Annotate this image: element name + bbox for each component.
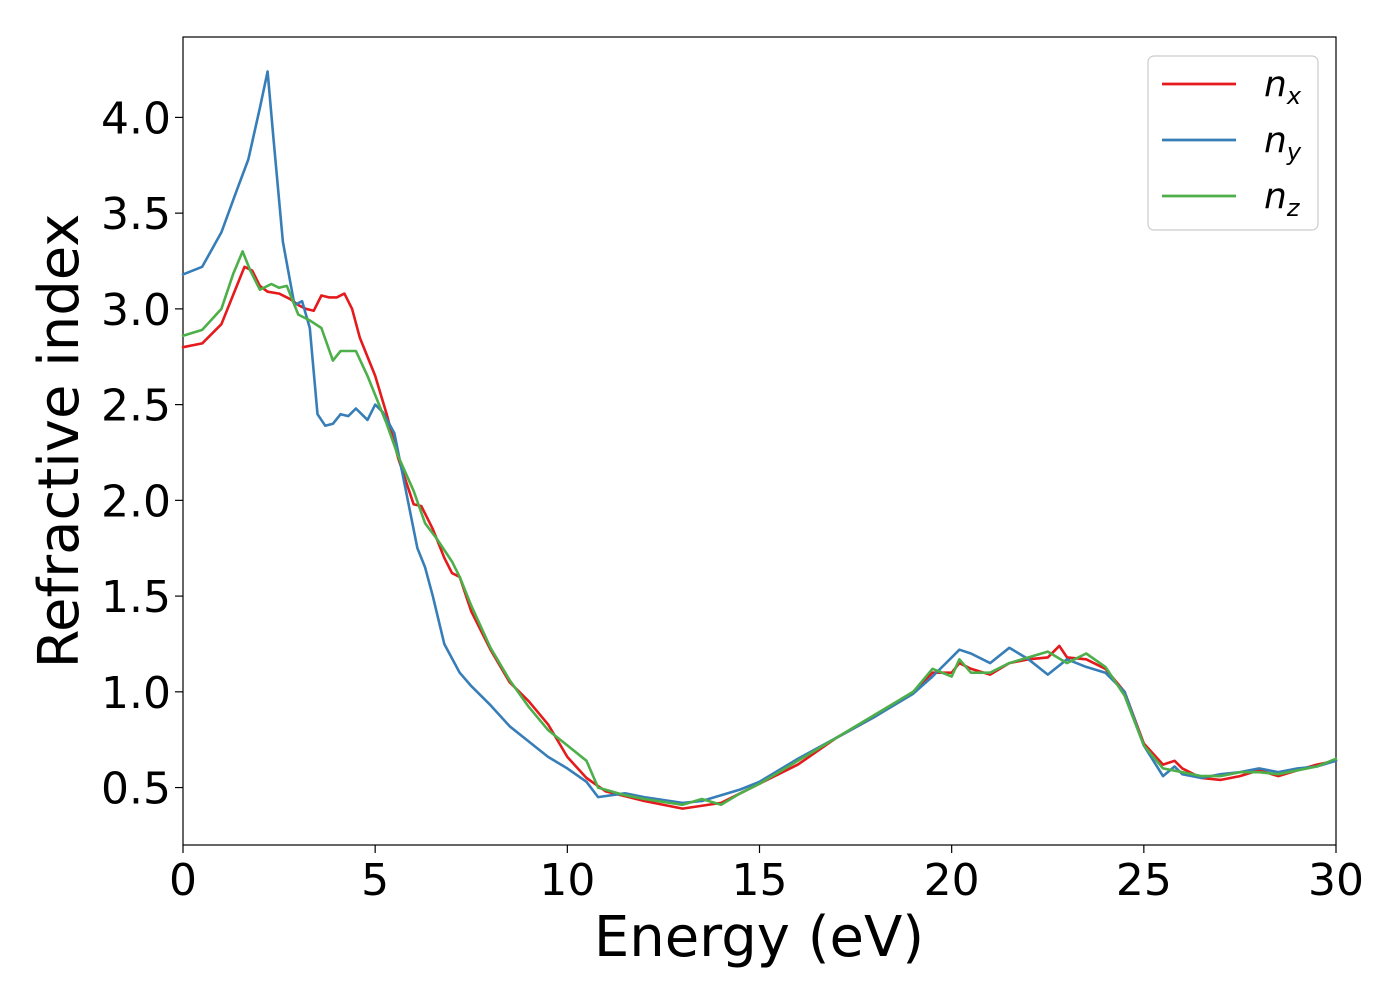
y-tick-label: 4.0 <box>101 93 171 144</box>
x-tick-label: 10 <box>539 855 595 906</box>
x-axis-ticks: 0 5 10 15 20 25 30 <box>169 845 1364 906</box>
series-line-n_x <box>181 265 1338 810</box>
legend-box <box>1147 55 1319 231</box>
x-tick-label: 25 <box>1116 855 1172 906</box>
x-tick-label: 5 <box>361 855 389 906</box>
series-layer <box>181 70 1338 810</box>
y-tick-label: 2.5 <box>101 381 171 432</box>
y-axis-label: Refractive index <box>27 214 92 669</box>
x-axis-label: Energy (eV) <box>594 905 924 970</box>
y-tick-label: 3.5 <box>101 189 171 240</box>
x-tick-label: 20 <box>924 855 980 906</box>
y-tick-label: 0.5 <box>101 764 171 815</box>
x-tick-label: 0 <box>169 855 197 906</box>
y-tick-label: 3.0 <box>101 285 171 336</box>
y-tick-label: 1.5 <box>101 572 171 623</box>
y-tick-label: 2.0 <box>101 476 171 527</box>
y-tick-label: 1.0 <box>101 668 171 719</box>
x-tick-label: 15 <box>732 855 788 906</box>
x-tick-label: 30 <box>1308 855 1364 906</box>
y-axis-ticks: 0.5 1.0 1.5 2.0 2.5 3.0 3.5 4.0 <box>101 93 183 815</box>
series-line-n_z <box>181 250 1338 807</box>
